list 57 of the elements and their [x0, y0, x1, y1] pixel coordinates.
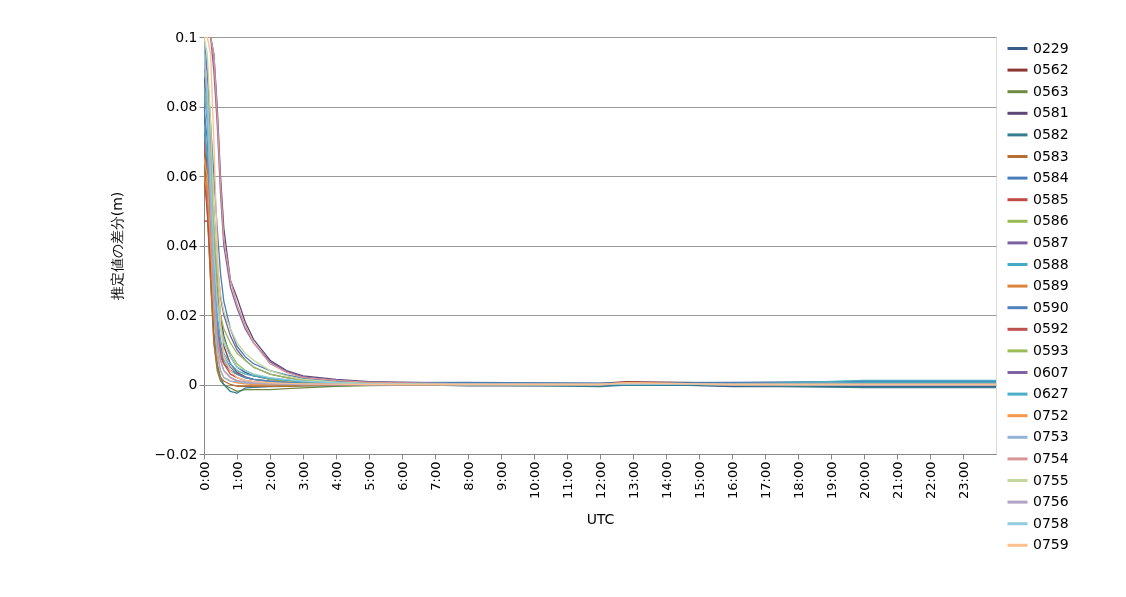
legend-label: 0593: [1033, 341, 1069, 358]
x-tick-label: 8:00: [460, 461, 476, 491]
x-tick-label: 20:00: [856, 461, 872, 499]
y-tick-label: 0.02: [166, 306, 198, 323]
legend-label: 0607: [1033, 363, 1069, 380]
x-tick-label: 15:00: [691, 461, 707, 499]
x-tick-label: 0:00: [196, 461, 212, 491]
legend-label: 0590: [1033, 298, 1069, 315]
x-tick-label: 7:00: [427, 461, 443, 491]
x-tick-label: 21:00: [889, 461, 905, 499]
x-tick-label: 23:00: [955, 461, 971, 499]
x-tick-label: 2:00: [262, 461, 278, 491]
x-tick-label: 5:00: [361, 461, 377, 491]
legend-label: 0582: [1033, 125, 1069, 142]
x-tick-label: 1:00: [229, 461, 245, 491]
legend-label: 0584: [1033, 169, 1069, 186]
x-tick-label: 22:00: [922, 461, 938, 499]
y-tick-label: 0.04: [166, 237, 198, 253]
x-tick-label: 4:00: [328, 461, 344, 491]
legend-label: 0581: [1033, 104, 1069, 121]
legend-label: 0756: [1033, 493, 1069, 510]
legend-label: 0562: [1033, 61, 1069, 78]
legend-label: 0589: [1033, 277, 1069, 294]
x-tick-label: 17:00: [757, 461, 773, 499]
x-tick-label: 11:00: [559, 461, 575, 499]
x-tick-label: 3:00: [295, 461, 311, 491]
x-tick-label: 12:00: [592, 461, 608, 499]
y-tick-label: −0.02: [154, 445, 198, 462]
legend-label: 0752: [1033, 406, 1069, 423]
legend-label: 0588: [1033, 255, 1069, 272]
legend-label: 0586: [1033, 212, 1069, 229]
legend-label: 0759: [1033, 536, 1069, 553]
x-tick-label: 16:00: [724, 461, 740, 499]
x-tick-label: 6:00: [394, 461, 410, 491]
legend-label: 0753: [1033, 428, 1069, 445]
x-tick-label: 10:00: [526, 461, 542, 499]
y-tick-label: 0: [188, 376, 198, 392]
legend-label: 0583: [1033, 147, 1069, 164]
legend-label: 0563: [1033, 82, 1069, 99]
legend-label: 0754: [1033, 449, 1069, 466]
y-tick-label: 0.1: [175, 28, 198, 45]
legend-label: 0627: [1033, 385, 1069, 402]
x-tick-label: 18:00: [790, 461, 806, 499]
x-axis-title: UTC: [586, 510, 615, 527]
legend-label: 0585: [1033, 190, 1069, 207]
legend-label: 0592: [1033, 320, 1069, 337]
y-tick-label: 0.08: [166, 98, 198, 114]
x-tick-label: 13:00: [625, 461, 641, 499]
y-tick-label: 0.06: [166, 167, 198, 184]
x-tick-label: 9:00: [493, 461, 509, 491]
legend-label: 0755: [1033, 471, 1069, 488]
legend-label: 0587: [1033, 233, 1069, 250]
x-tick-label: 14:00: [658, 461, 674, 499]
legend-label: 0229: [1033, 39, 1069, 56]
legend-label: 0758: [1033, 514, 1069, 531]
y-axis-title: 推定値の差分(m): [108, 191, 125, 301]
x-tick-label: 19:00: [823, 461, 839, 499]
